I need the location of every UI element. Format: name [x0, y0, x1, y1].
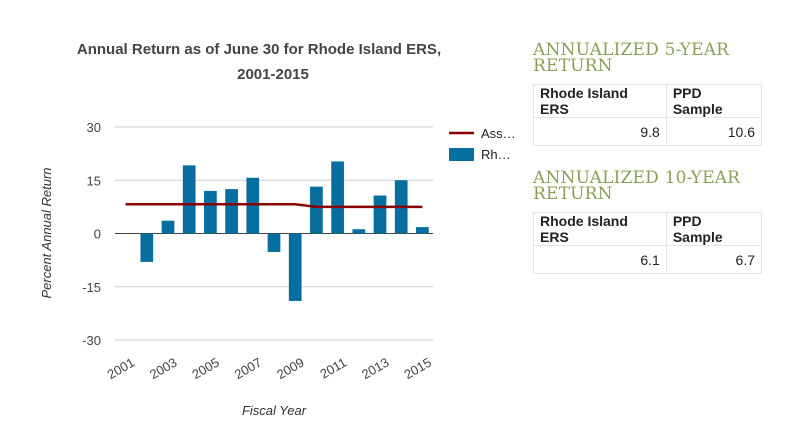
bar: [416, 227, 429, 234]
x-tick-label: 2009: [274, 355, 307, 382]
bar: [267, 233, 281, 252]
table-row: 6.1 6.7: [533, 245, 763, 274]
value-ppd-sample: 6.7: [665, 245, 763, 274]
chart-canvas: Annual Return as of June 30 for Rhode Is…: [39, 41, 516, 418]
five-year-title: ANNUALIZED 5-YEAR RETURN: [533, 40, 730, 76]
y-tick-label: 30: [87, 120, 101, 135]
y-tick-label: 0: [94, 227, 101, 242]
ten-year-table: Rhode Island ERS PPD Sample 6.1 6.7: [533, 212, 763, 274]
legend-bar-swatch: [449, 148, 474, 161]
header-rhode-island: Rhode Island ERS: [533, 84, 667, 118]
bar: [246, 177, 260, 234]
x-tick-label: 2001: [105, 355, 138, 382]
x-axis-ticks: 2001 2003 2005 2007 2009 2011 2013 2015: [105, 355, 434, 382]
assumed-return-line: [125, 202, 423, 209]
x-tick-label: 2007: [232, 355, 265, 382]
bar: [225, 189, 238, 234]
table-header-row: Rhode Island ERS PPD Sample: [533, 212, 763, 246]
y-axis-ticks: 30 15 0 -15 -30: [82, 120, 101, 348]
bar: [161, 220, 175, 234]
return-chart: Annual Return as of June 30 for Rhode Is…: [39, 41, 516, 418]
x-tick-label: 2011: [317, 355, 349, 382]
bar-series: [140, 161, 429, 301]
legend-label-rhode-island: Rh…: [481, 147, 511, 162]
bar: [373, 195, 387, 234]
ten-year-panel: ANNUALIZED 10-YEAR RETURN Rhode Island E…: [533, 168, 763, 274]
bar: [204, 190, 217, 234]
five-year-panel: ANNUALIZED 5-YEAR RETURN Rhode Island ER…: [533, 40, 763, 146]
x-tick-label: 2005: [189, 355, 222, 382]
table-header-row: Rhode Island ERS PPD Sample: [533, 84, 763, 118]
five-year-table: Rhode Island ERS PPD Sample 9.8 10.6: [533, 84, 763, 146]
y-axis-label: Percent Annual Return: [39, 167, 54, 298]
bar: [310, 186, 323, 234]
value-rhode-island: 9.8: [533, 117, 667, 146]
chart-title-line2: 2001-2015: [237, 66, 309, 83]
bar: [182, 165, 196, 234]
header-ppd-sample: PPD Sample: [665, 212, 763, 246]
header-ppd-sample: PPD Sample: [665, 84, 763, 118]
legend: Ass… Rh…: [449, 126, 516, 162]
table-row: 9.8 10.6: [533, 117, 763, 146]
value-ppd-sample: 10.6: [665, 117, 763, 146]
x-tick-label: 2015: [401, 355, 434, 382]
bar: [140, 233, 154, 262]
y-tick-label: -15: [82, 280, 101, 295]
y-tick-label: -30: [82, 333, 101, 348]
chart-title-line1: Annual Return as of June 30 for Rhode Is…: [77, 41, 441, 58]
value-rhode-island: 6.1: [533, 245, 667, 274]
y-tick-label: 15: [87, 173, 101, 188]
x-tick-label: 2013: [359, 355, 392, 382]
legend-label-assumed: Ass…: [481, 126, 516, 141]
line-series: [125, 202, 423, 209]
x-axis-label: Fiscal Year: [242, 403, 307, 418]
bar: [288, 233, 302, 301]
bar: [331, 161, 344, 234]
bar: [352, 229, 366, 234]
x-tick-label: 2003: [147, 355, 180, 382]
ten-year-title: ANNUALIZED 10-YEAR RETURN: [533, 168, 741, 204]
header-rhode-island: Rhode Island ERS: [533, 212, 667, 246]
